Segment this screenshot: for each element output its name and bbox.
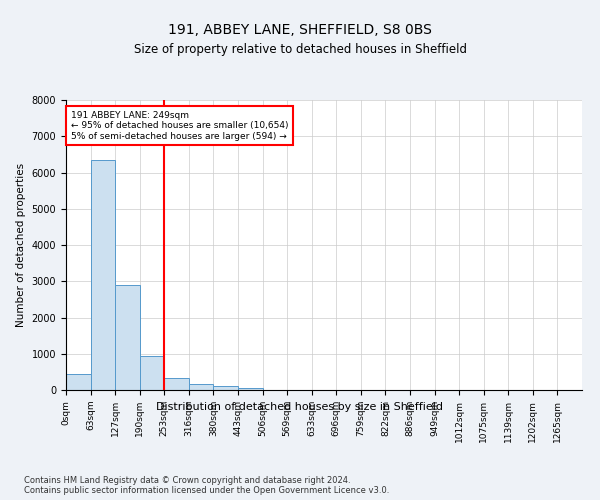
- Bar: [214, 386, 238, 390]
- Y-axis label: Number of detached properties: Number of detached properties: [16, 163, 26, 327]
- Bar: [189, 384, 214, 390]
- Bar: [140, 356, 164, 390]
- Bar: [164, 378, 189, 390]
- Text: 191, ABBEY LANE, SHEFFIELD, S8 0BS: 191, ABBEY LANE, SHEFFIELD, S8 0BS: [168, 22, 432, 36]
- Text: 191 ABBEY LANE: 249sqm
← 95% of detached houses are smaller (10,654)
5% of semi-: 191 ABBEY LANE: 249sqm ← 95% of detached…: [71, 111, 289, 140]
- Bar: [238, 388, 263, 390]
- Text: Size of property relative to detached houses in Sheffield: Size of property relative to detached ho…: [133, 42, 467, 56]
- Text: Contains HM Land Registry data © Crown copyright and database right 2024.
Contai: Contains HM Land Registry data © Crown c…: [24, 476, 389, 495]
- Text: Distribution of detached houses by size in Sheffield: Distribution of detached houses by size …: [157, 402, 443, 412]
- Bar: [91, 160, 115, 390]
- Bar: [66, 374, 91, 390]
- Bar: [115, 285, 140, 390]
